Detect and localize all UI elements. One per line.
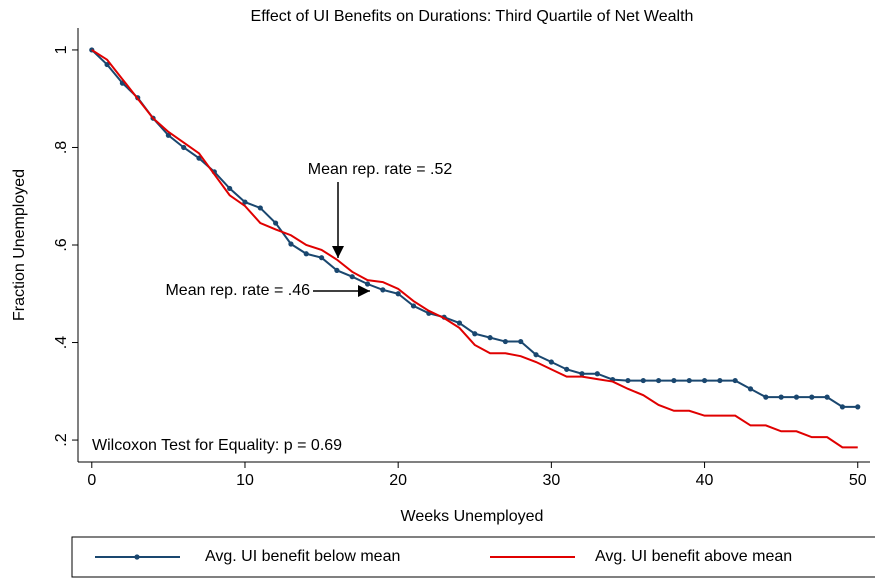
data-point bbox=[318, 255, 325, 261]
data-point bbox=[334, 267, 340, 273]
data-point bbox=[655, 377, 662, 384]
x-tick-label: 50 bbox=[849, 472, 867, 489]
data-point bbox=[809, 394, 815, 400]
data-point bbox=[410, 303, 417, 309]
y-tick-label: 1 bbox=[53, 45, 70, 54]
data-point bbox=[533, 352, 539, 358]
data-point bbox=[855, 404, 861, 410]
series-line bbox=[91, 49, 858, 449]
data-point bbox=[181, 144, 187, 151]
data-point bbox=[640, 377, 646, 384]
data-point bbox=[717, 377, 723, 384]
data-point bbox=[594, 371, 600, 377]
data-point bbox=[686, 377, 692, 384]
legend-marker bbox=[134, 554, 140, 560]
data-point bbox=[518, 338, 524, 345]
x-tick-label: 0 bbox=[87, 472, 96, 489]
data-point bbox=[824, 394, 830, 400]
data-point bbox=[793, 394, 800, 400]
data-point bbox=[257, 205, 263, 211]
data-point bbox=[227, 185, 233, 192]
x-tick-label: 20 bbox=[389, 472, 407, 489]
data-point bbox=[732, 377, 738, 384]
data-point bbox=[778, 394, 784, 400]
data-point bbox=[839, 404, 846, 410]
data-point bbox=[502, 338, 509, 345]
data-point bbox=[625, 377, 631, 384]
y-tick-label: .8 bbox=[53, 141, 70, 154]
data-point bbox=[472, 331, 478, 337]
y-tick-label: .4 bbox=[53, 336, 70, 349]
data-point bbox=[273, 220, 279, 226]
data-point bbox=[579, 371, 585, 377]
x-tick-label: 40 bbox=[696, 472, 714, 489]
data-point bbox=[747, 386, 754, 392]
data-point bbox=[671, 377, 677, 384]
data-point bbox=[303, 251, 309, 257]
annotation: Mean rep. rate = .52 bbox=[308, 161, 453, 178]
y-tick-label: .2 bbox=[53, 433, 70, 446]
chart-title: Effect of UI Benefits on Durations: Thir… bbox=[251, 8, 694, 25]
data-point bbox=[487, 335, 493, 341]
legend-label: Avg. UI benefit above mean bbox=[595, 548, 792, 565]
data-point bbox=[701, 377, 708, 384]
annotation: Mean rep. rate = .46 bbox=[165, 282, 310, 299]
data-point bbox=[104, 61, 110, 68]
y-tick-label: .6 bbox=[53, 238, 70, 251]
data-point bbox=[364, 281, 371, 287]
legend bbox=[71, 536, 875, 578]
legend-label: Avg. UI benefit below mean bbox=[205, 548, 400, 565]
data-point bbox=[349, 274, 355, 280]
y-axis-label: Fraction Unemployed bbox=[11, 169, 28, 321]
series-line bbox=[91, 49, 858, 408]
data-point bbox=[288, 241, 294, 247]
data-point bbox=[196, 155, 202, 161]
annotation: Wilcoxon Test for Equality: p = 0.69 bbox=[92, 437, 342, 454]
data-point bbox=[456, 320, 463, 326]
data-point bbox=[564, 366, 570, 372]
data-point bbox=[380, 287, 386, 293]
data-point bbox=[548, 359, 554, 365]
x-tick-label: 30 bbox=[542, 472, 560, 489]
x-axis-label: Weeks Unemployed bbox=[401, 508, 544, 525]
data-point bbox=[395, 291, 401, 297]
data-point bbox=[763, 394, 769, 400]
data-point bbox=[242, 199, 248, 205]
x-tick-label: 10 bbox=[236, 472, 254, 489]
